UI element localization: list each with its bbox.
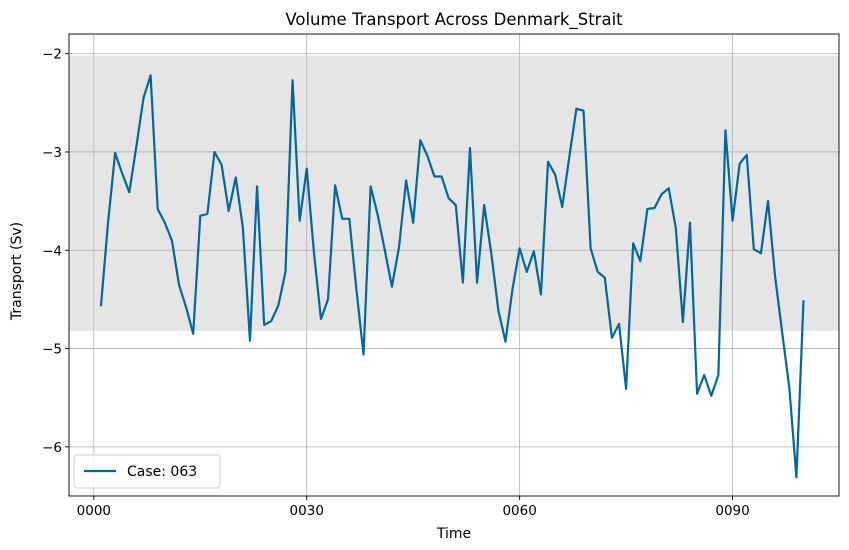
y-axis-label: Transport (Sv) — [9, 222, 25, 321]
y-tick-label-0: −6 — [42, 440, 62, 456]
x-tick-label-2: 0060 — [502, 503, 536, 519]
axis-ticks: 0000 0030 0060 0090 −6 −5 −4 −3 −2 — [42, 47, 750, 519]
shaded-range-band — [69, 55, 839, 331]
plot-frame — [68, 33, 840, 497]
legend-frame — [73, 454, 221, 489]
y-tick-label-3: −3 — [42, 145, 62, 161]
y-tick-label-1: −5 — [42, 342, 62, 358]
legend: Case: 063 — [73, 454, 221, 489]
x-tick-label-0: 0000 — [77, 503, 111, 519]
x-tick-label-1: 0030 — [290, 503, 324, 519]
x-tick-label-3: 0090 — [715, 503, 749, 519]
series-line — [99, 74, 805, 479]
y-tick-label-2: −4 — [42, 243, 62, 259]
legend-label: Case: 063 — [127, 464, 197, 480]
plot-area — [68, 33, 840, 497]
chart-title: Volume Transport Across Denmark_Strait — [285, 10, 623, 30]
y-tick-label-4: −2 — [42, 47, 62, 63]
x-axis-label: Time — [436, 526, 471, 542]
